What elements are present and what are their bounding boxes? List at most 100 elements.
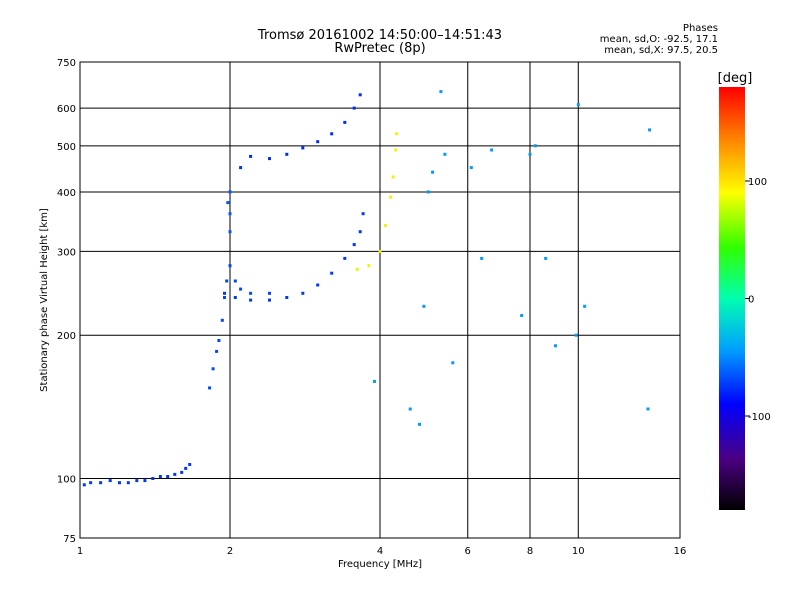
echo-point xyxy=(249,291,253,295)
echo-point xyxy=(180,470,184,474)
colorbar-tick-label: 0 xyxy=(748,295,754,306)
echo-point xyxy=(126,481,130,485)
echo-point xyxy=(355,267,359,271)
echo-point xyxy=(646,407,650,411)
echo-point xyxy=(490,148,494,152)
colorbar-ticks: 100 0 -100 xyxy=(745,177,771,423)
echo-point xyxy=(373,379,376,383)
echo-point xyxy=(301,291,305,295)
echo-point xyxy=(367,264,371,268)
echo-point xyxy=(228,264,232,268)
y-tick-label: 750 xyxy=(57,58,76,69)
x-tick-label: 16 xyxy=(674,546,687,557)
echo-point xyxy=(343,256,347,260)
echo-point xyxy=(268,157,271,161)
echo-point xyxy=(395,132,399,136)
echo-point xyxy=(217,339,221,342)
phases-x-stats: mean, sd,X: 97.5, 20.5 xyxy=(604,45,718,56)
colorbar-tick-label: 100 xyxy=(748,177,767,188)
echo-point xyxy=(225,279,229,283)
colorbar xyxy=(719,87,745,510)
echo-point xyxy=(143,479,147,483)
echo-point xyxy=(268,291,271,295)
y-tick-label: 400 xyxy=(57,188,76,199)
echo-point xyxy=(443,152,447,156)
axis-ticks: 1 2 4 6 8 10 16 75 100 200 300 400 500 600 750 xyxy=(57,58,686,557)
echo-point xyxy=(208,386,212,390)
echo-point xyxy=(574,333,578,337)
echo-point xyxy=(431,170,435,174)
echo-point xyxy=(301,146,305,150)
echo-point xyxy=(480,256,484,260)
echo-point xyxy=(223,291,226,295)
echo-point xyxy=(285,152,289,156)
echo-point xyxy=(99,481,103,485)
echo-point xyxy=(583,304,587,308)
echo-point xyxy=(554,344,557,348)
echo-point xyxy=(226,201,230,205)
echo-point xyxy=(383,224,387,227)
echo-point xyxy=(158,475,162,478)
echo-point xyxy=(418,422,421,426)
echo-point xyxy=(239,166,243,170)
echo-point xyxy=(394,148,398,152)
echo-point xyxy=(82,483,86,487)
y-tick-label: 500 xyxy=(57,142,76,153)
phases-o-stats: mean, sd,O: -92.5, 17.1 xyxy=(599,34,718,45)
echo-point xyxy=(118,481,121,485)
echo-point xyxy=(544,256,548,260)
echo-point xyxy=(358,230,362,234)
y-tick-label: 200 xyxy=(57,331,76,342)
y-tick-label: 600 xyxy=(57,104,76,115)
echo-point xyxy=(151,477,155,480)
echo-point xyxy=(451,361,455,365)
echo-point xyxy=(268,298,271,302)
echo-point xyxy=(249,154,253,158)
x-tick-label: 1 xyxy=(77,546,83,557)
echo-point xyxy=(343,120,347,124)
colorbar-label: [deg] xyxy=(718,71,753,86)
echo-point xyxy=(285,296,289,299)
echo-point xyxy=(135,479,139,483)
echo-point xyxy=(422,304,426,308)
echo-point xyxy=(469,166,473,170)
echo-point xyxy=(378,249,382,253)
echo-point xyxy=(239,287,243,291)
echo-point xyxy=(211,367,215,371)
plot-frame xyxy=(79,61,681,539)
echo-point xyxy=(233,279,237,283)
echo-point xyxy=(439,90,443,94)
echo-point xyxy=(520,314,524,317)
echo-point xyxy=(648,128,652,132)
echo-point xyxy=(358,93,362,97)
echo-point xyxy=(528,152,532,156)
echo-point xyxy=(391,175,395,179)
echo-point xyxy=(316,140,320,144)
echo-point xyxy=(220,318,224,322)
chart-title: Tromsø 20161002 14:50:00–14:51:43 xyxy=(257,28,503,43)
echo-point xyxy=(228,212,232,216)
echo-point xyxy=(361,212,365,216)
data-points xyxy=(82,90,652,487)
echo-point xyxy=(316,283,320,287)
x-tick-label: 6 xyxy=(465,546,471,557)
colorbar-tick-label: -100 xyxy=(748,412,771,423)
echo-point xyxy=(89,481,93,485)
y-axis-label: Stationary phase Virtual Height [km] xyxy=(39,208,50,392)
y-tick-label: 100 xyxy=(57,475,76,486)
y-tick-label: 300 xyxy=(57,247,76,258)
x-tick-label: 2 xyxy=(227,546,233,557)
x-tick-label: 8 xyxy=(527,546,533,557)
echo-point xyxy=(166,475,170,478)
chart-subtitle: RwPretec (8p) xyxy=(334,41,426,56)
echo-point xyxy=(389,195,393,199)
x-tick-label: 10 xyxy=(572,546,585,557)
echo-point xyxy=(426,190,430,194)
echo-point xyxy=(408,407,412,411)
echo-point xyxy=(228,190,232,194)
echo-point xyxy=(108,479,112,483)
echo-point xyxy=(330,132,334,136)
echo-point xyxy=(330,271,334,275)
echo-point xyxy=(215,349,219,353)
